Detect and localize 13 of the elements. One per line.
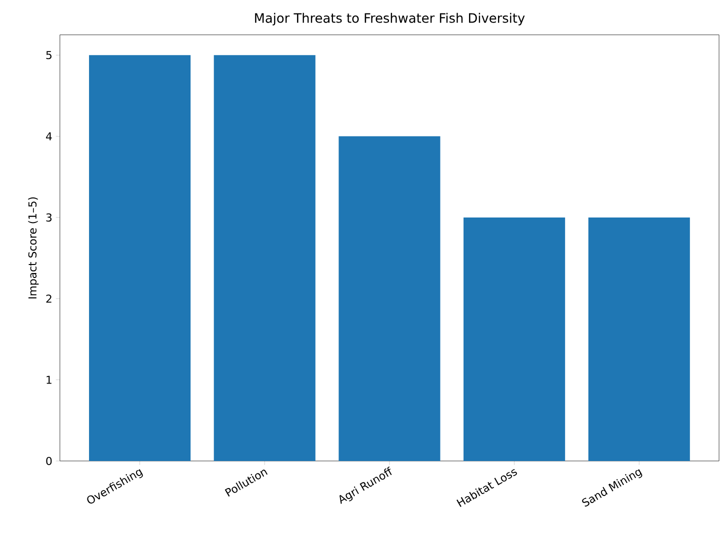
y-tick-label: 4 [46, 132, 52, 140]
bar [214, 55, 316, 462]
bar [89, 55, 191, 462]
y-axis-title: Impact Score (1–5) [28, 197, 39, 299]
y-tick-label: 2 [46, 294, 52, 303]
bar [464, 218, 566, 462]
y-tick-label: 5 [46, 51, 52, 60]
chart-title: Major Threats to Freshwater Fish Diversity [255, 13, 525, 26]
y-tick-label: 0 [46, 457, 52, 466]
y-tick-label: 1 [46, 376, 52, 384]
bar [588, 218, 690, 462]
bar [338, 136, 440, 462]
y-tick-label: 3 [46, 214, 52, 222]
